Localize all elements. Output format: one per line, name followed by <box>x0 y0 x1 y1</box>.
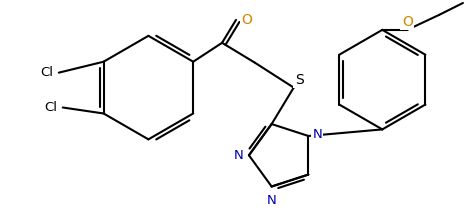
Text: N: N <box>267 195 277 207</box>
Text: N: N <box>312 128 322 142</box>
Text: Cl: Cl <box>40 66 53 79</box>
Text: O: O <box>241 13 252 27</box>
Text: O: O <box>402 15 413 29</box>
Text: N: N <box>234 149 244 162</box>
Text: Cl: Cl <box>44 101 57 114</box>
Text: S: S <box>295 73 303 87</box>
